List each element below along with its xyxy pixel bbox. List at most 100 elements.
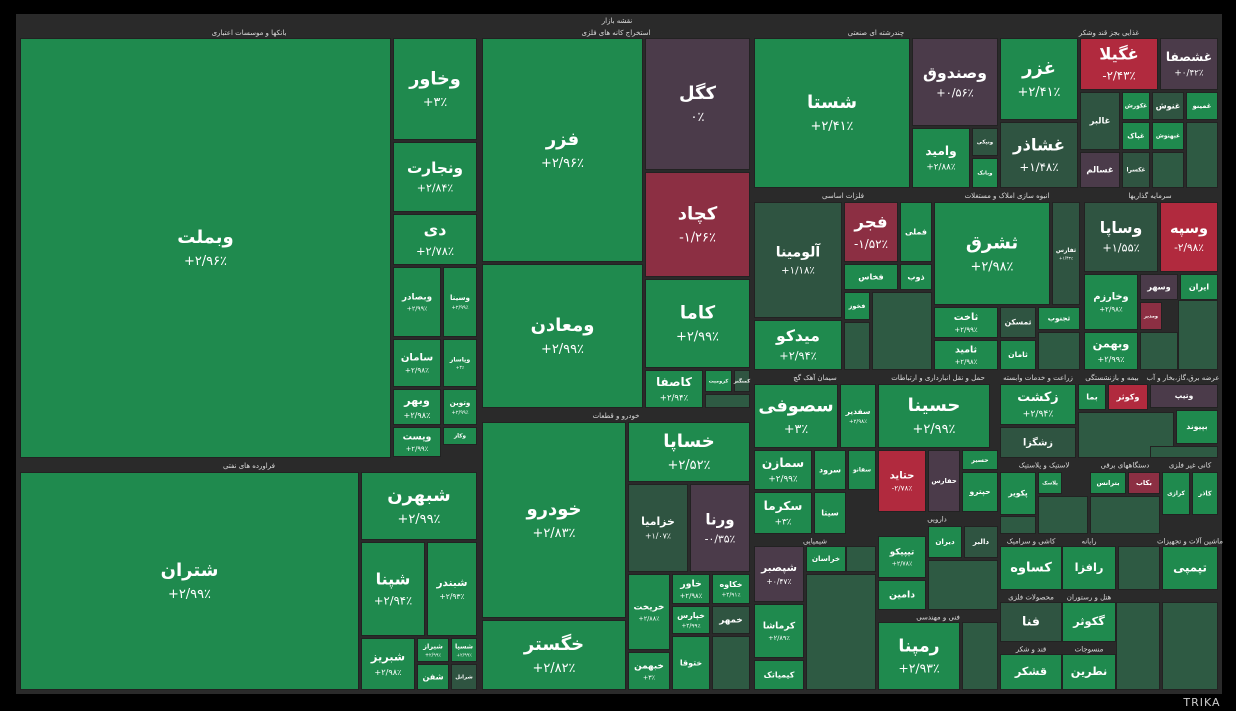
filler-tile	[1038, 496, 1088, 534]
stock-name: وبانک	[977, 170, 992, 177]
stock-change: +۲/۹۸٪	[970, 260, 1013, 275]
stock-tile	[754, 492, 812, 534]
stock-tile	[844, 202, 898, 262]
sector-name: خودرو و قطعات	[593, 412, 640, 420]
sector-header	[1082, 190, 1218, 201]
stock-name: ونیکی	[977, 139, 993, 146]
stock-change: +۲/۹۸٪	[374, 667, 401, 677]
stock-name: ثفارس	[1056, 248, 1076, 254]
sector-header	[1148, 372, 1218, 383]
stock-tile	[393, 38, 477, 140]
sector-name: کاشی و سرامیک	[1007, 538, 1056, 546]
sector-header	[482, 410, 750, 421]
stock-tile	[645, 172, 750, 277]
stock-name: خاور	[679, 578, 701, 589]
stock-change: +۲/۹۸٪	[680, 592, 703, 600]
stock-tile	[1090, 472, 1126, 494]
stock-name: وخاور	[408, 69, 461, 89]
stock-change: +۲/۹۶٪	[184, 254, 227, 269]
stock-tile	[1000, 307, 1036, 338]
stock-tile	[1000, 427, 1076, 458]
stock-name: وخارزم	[1093, 292, 1128, 303]
stock-name: حپترو	[968, 487, 990, 496]
stock-change: +۲/۹۸٪	[1099, 304, 1123, 313]
sector-header	[876, 372, 1000, 383]
stock-name: شستا	[807, 92, 857, 113]
stock-change: +۳٪	[423, 95, 447, 110]
stock-change: +۱/۰۷٪	[645, 532, 671, 541]
sector-header	[1000, 536, 1062, 546]
stock-tile	[361, 472, 477, 540]
stock-tile	[844, 292, 870, 320]
stock-change: +۲/۹۸٪	[955, 358, 978, 366]
stock-tile	[878, 622, 960, 690]
stock-tile	[393, 267, 441, 337]
filler-tile	[1038, 332, 1080, 370]
sector-header	[876, 514, 998, 524]
stock-name: پکویر	[1007, 489, 1028, 498]
sector-header	[1088, 460, 1162, 470]
stock-tile	[1062, 546, 1116, 590]
stock-name: دیران	[935, 537, 955, 546]
stock-tile	[482, 264, 643, 408]
sector-header	[1000, 372, 1076, 383]
stock-tile	[1122, 92, 1150, 120]
sector-name: غذایی بجز قند وشکر	[1078, 29, 1140, 37]
stock-change: +۲/۸۲٪	[532, 661, 575, 676]
stock-tile	[1000, 340, 1036, 370]
stock-name: ونجارت	[407, 159, 463, 177]
stock-name: حسینا	[908, 395, 961, 416]
stock-name: غکسرا	[1126, 167, 1145, 174]
sector-name: دستگاههای برقی	[1101, 461, 1150, 470]
stock-name: ثجنوب	[1048, 314, 1071, 323]
sector-name: سیمان آهک گچ	[793, 373, 837, 382]
stock-name: فملی	[905, 228, 927, 237]
stock-tile	[754, 660, 804, 690]
stock-tile	[672, 574, 710, 604]
stock-change: -۰/۳۵٪	[705, 532, 736, 545]
stock-name: دامین	[889, 590, 915, 601]
stock-name: شتران	[161, 560, 219, 581]
stock-change: +۲/۸۴٪	[417, 181, 454, 194]
stock-tile	[1080, 92, 1120, 150]
stock-tile	[754, 38, 910, 188]
stock-tile	[1052, 202, 1080, 305]
sector-header	[754, 536, 876, 546]
stock-tile	[1078, 384, 1106, 410]
stock-change: +۲/۵۲٪	[667, 458, 710, 473]
stock-tile	[1000, 546, 1062, 590]
stock-tile	[645, 370, 703, 408]
stock-tile	[844, 264, 898, 290]
stock-name: سکرما	[764, 499, 803, 513]
stock-tile	[417, 638, 449, 662]
stock-tile	[1152, 122, 1184, 150]
stock-tile	[878, 536, 926, 578]
stock-tile	[443, 427, 477, 445]
sector-header	[1062, 644, 1116, 654]
stock-change: +۲/۹۹٪	[456, 652, 472, 658]
sector-header	[482, 27, 750, 38]
sector-header	[754, 27, 998, 38]
filler-tile	[1000, 516, 1036, 534]
stock-tile	[705, 370, 732, 392]
stock-change: -۲/۹۸٪	[1174, 242, 1204, 254]
stock-tile	[848, 450, 876, 490]
stock-tile	[1080, 152, 1120, 188]
filler-tile	[1090, 496, 1160, 534]
sector-name: ماشین آلات و تجهیزات	[1157, 537, 1223, 546]
sector-header	[20, 27, 478, 38]
stock-change: -۲/۷۸٪	[892, 484, 913, 493]
stock-name: شبندر	[435, 577, 467, 589]
sector-name: فنی و مهندسی	[916, 614, 960, 622]
stock-name: غشصفا	[1166, 50, 1212, 64]
stock-tile	[451, 664, 477, 690]
stock-tile	[712, 606, 750, 634]
stock-change: +۲/۹۹٪	[451, 305, 468, 311]
stock-name: زشگزا	[1023, 437, 1053, 449]
sector-name: رایانه	[1081, 538, 1096, 546]
stock-change: -۱/۲۶٪	[679, 231, 716, 246]
stock-change: +۲/۷۸٪	[416, 244, 454, 258]
stock-tile	[1000, 38, 1078, 120]
stock-name: وتوین	[450, 398, 471, 407]
stock-name: کرازی	[1167, 490, 1185, 497]
